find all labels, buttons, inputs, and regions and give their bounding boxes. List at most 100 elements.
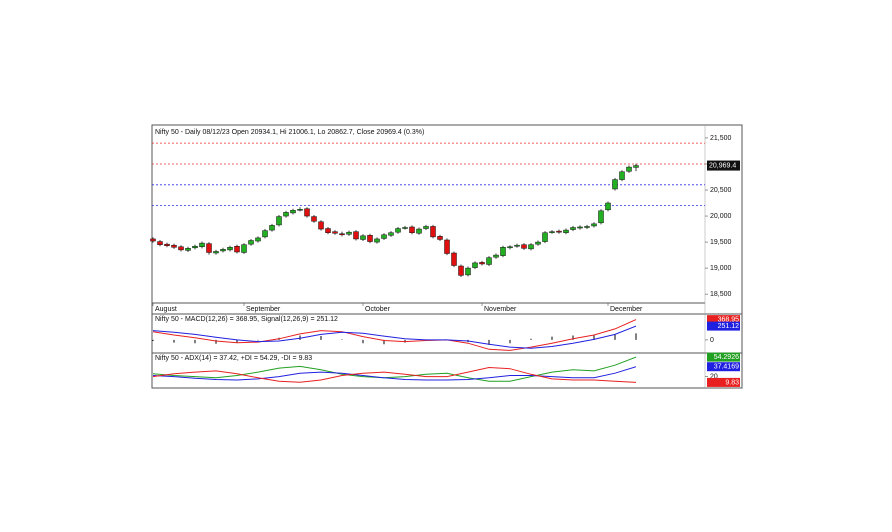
candle-body	[507, 246, 513, 249]
value-box	[707, 315, 740, 325]
value-box	[707, 352, 740, 362]
candle-body	[416, 228, 422, 234]
candle-body	[304, 208, 310, 217]
candle-body	[325, 228, 331, 233]
value-box	[707, 362, 740, 372]
candle-body	[227, 247, 233, 251]
candle-body	[388, 232, 394, 236]
candle-body	[402, 227, 408, 229]
candle-body	[192, 245, 198, 249]
x-tick-label: December	[610, 306, 643, 313]
candle-body	[598, 210, 604, 224]
candle-body	[276, 216, 282, 226]
y-tick-label: 21,500	[710, 135, 732, 142]
candle-body	[500, 247, 506, 256]
value-box	[707, 377, 740, 387]
value-box-label: 9.83	[725, 379, 739, 386]
candle-body	[584, 226, 590, 228]
candle-body	[283, 212, 289, 217]
value-box-label: 251.12	[718, 323, 740, 330]
last-price-box	[707, 160, 740, 171]
indicator-line	[152, 319, 637, 351]
y-tick-label: 20	[710, 373, 718, 380]
candle-body	[514, 244, 520, 247]
candle-body	[577, 226, 583, 229]
chart-frame	[151, 124, 743, 389]
y-tick-label: 20,500	[710, 187, 732, 194]
candle-body	[353, 231, 359, 240]
candle-body	[465, 267, 471, 276]
candle-body	[493, 254, 499, 258]
candle-body	[423, 226, 429, 229]
x-tick-label: September	[246, 306, 281, 313]
candle-body	[269, 225, 275, 231]
y-tick-label: 18,500	[710, 291, 732, 298]
candle-body	[458, 265, 464, 276]
candle-body	[199, 242, 205, 248]
candle-body	[234, 245, 240, 253]
candle-body	[262, 230, 268, 238]
candle-body	[367, 235, 373, 242]
candle-body	[178, 246, 184, 251]
candle-body	[444, 239, 450, 254]
candle-body	[171, 244, 177, 248]
candle-body	[556, 230, 562, 233]
candle-body	[633, 165, 639, 168]
candle-body	[150, 238, 156, 242]
candle-body	[549, 231, 555, 233]
y-tick-label: 19,000	[710, 265, 732, 272]
candle-body	[318, 221, 324, 230]
chart-title: Nifty 50 - Daily 08/12/23 Open 20934.1, …	[155, 129, 424, 136]
candle-body	[164, 243, 170, 246]
candle-body	[626, 166, 632, 172]
candle-body	[297, 209, 303, 211]
candle-body	[360, 235, 366, 240]
candle-body	[605, 202, 611, 211]
candle-body	[528, 244, 534, 250]
candle-body	[451, 252, 457, 266]
x-tick-label: August	[155, 306, 177, 313]
candle-body	[248, 240, 254, 245]
candle-body	[472, 262, 478, 268]
candle-body	[479, 262, 485, 265]
candle-body	[570, 227, 576, 230]
x-tick-label: October	[365, 306, 391, 313]
indicator-line	[152, 366, 637, 381]
candle-body	[409, 226, 415, 233]
value-box	[707, 321, 740, 331]
candle-body	[395, 228, 401, 233]
adx-title: Nifty 50 - ADX(14) = 37.42, +DI = 54.29,…	[155, 355, 312, 362]
last-price-label: 20,969.4	[709, 162, 736, 169]
y-tick-label: 20,000	[710, 213, 732, 220]
candle-body	[255, 237, 261, 242]
value-box-label: 368.95	[718, 316, 740, 323]
candle-body	[381, 234, 387, 239]
candle-body	[374, 238, 380, 243]
value-box-label: 54.2926	[714, 354, 739, 361]
candle-body	[157, 241, 163, 245]
candle-body	[486, 257, 492, 265]
candle-body	[437, 236, 443, 240]
candle-body	[619, 171, 625, 180]
candle-body	[290, 210, 296, 214]
candle-body	[591, 223, 597, 227]
candle-body	[521, 244, 527, 249]
indicator-line	[152, 366, 637, 383]
candle-body	[332, 231, 338, 234]
y-tick-label: 0	[710, 337, 714, 344]
candle-body	[220, 249, 226, 252]
candle-body	[535, 241, 541, 245]
candle-body	[563, 229, 569, 233]
candle-body	[430, 226, 436, 238]
candle-body	[206, 243, 212, 253]
indicator-line	[152, 325, 637, 349]
candle-body	[542, 232, 548, 242]
value-box-label: 37.4169	[714, 364, 739, 371]
candle-body	[311, 216, 317, 222]
candle-body	[612, 179, 618, 190]
candle-body	[339, 233, 345, 236]
candle-body	[213, 251, 219, 254]
indicator-line	[152, 356, 637, 382]
